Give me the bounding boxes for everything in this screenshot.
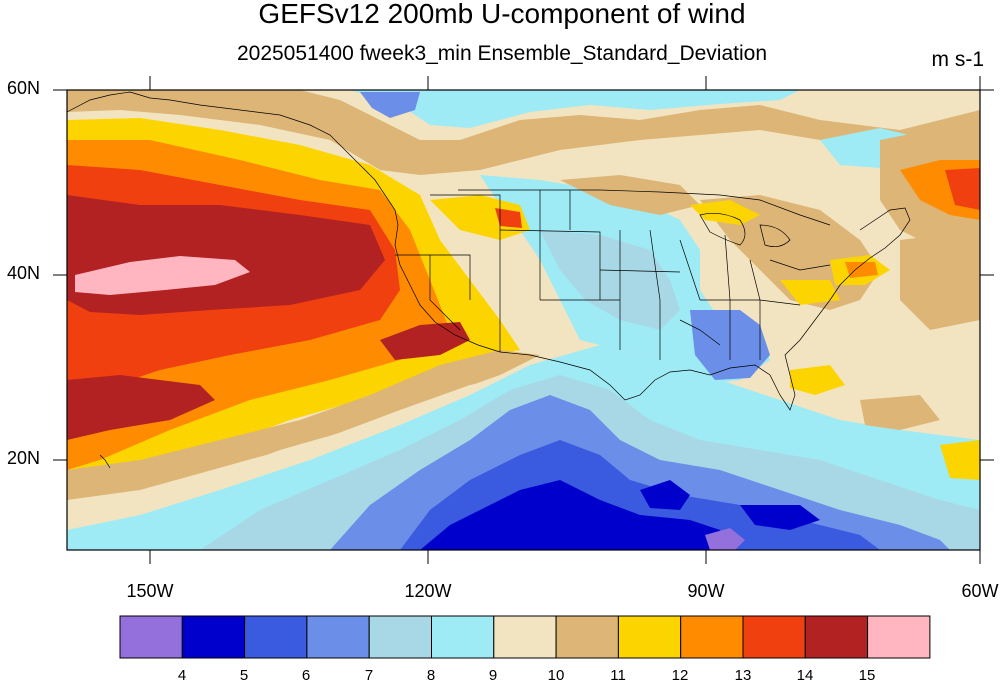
lat-label-60n: 60N	[6, 78, 40, 98]
colorbar-swatch	[431, 615, 495, 659]
map-frame	[66, 89, 981, 551]
colorbar-label-5: 5	[239, 667, 249, 684]
colorbar-swatch	[867, 615, 931, 659]
lon-label-90w: 90W	[687, 581, 725, 601]
lat-label-20n: 20N	[6, 448, 40, 468]
colorbar-label-4: 4	[177, 667, 187, 684]
political-boundaries	[67, 91, 911, 469]
lat-label-40n: 40N	[6, 263, 40, 283]
units-label: m s-1	[931, 48, 985, 71]
lon-label-150w: 150W	[126, 581, 174, 601]
colorbar-label-10: 10	[547, 667, 565, 684]
map-title: GEFSv12 200mb U-component of wind	[258, 0, 746, 29]
colorbar-swatch	[555, 615, 619, 659]
lon-label-60w: 60W	[961, 581, 999, 601]
colorbar-swatch	[804, 615, 869, 659]
colorbar-label-6: 6	[301, 667, 311, 684]
colorbar-swatch	[617, 615, 682, 659]
map-subtitle: 2025051400 fweek3_min Ensemble_Standard_…	[236, 42, 768, 65]
colorbar-label-13: 13	[734, 667, 752, 684]
colorbar-swatch	[119, 615, 183, 659]
lon-label-120w: 120W	[404, 581, 452, 601]
colorbar-swatch	[368, 615, 433, 659]
colorbar-swatch	[680, 615, 744, 659]
colorbar-label-14: 14	[796, 667, 814, 684]
colorbar-swatch	[742, 615, 806, 659]
colorbar-swatch	[244, 615, 308, 659]
colorbar-swatch	[181, 615, 246, 659]
axis-ticks	[53, 76, 994, 564]
colorbar-label-7: 7	[364, 667, 374, 684]
colorbar	[119, 615, 931, 659]
colorbar-label-9: 9	[488, 667, 498, 684]
colorbar-label-15: 15	[858, 667, 876, 684]
colorbar-label-8: 8	[426, 667, 436, 684]
colorbar-swatch	[493, 615, 557, 659]
filled-contour-field	[67, 90, 980, 550]
colorbar-swatch	[306, 615, 370, 659]
colorbar-label-12: 12	[671, 667, 689, 684]
colorbar-label-11: 11	[610, 667, 626, 684]
